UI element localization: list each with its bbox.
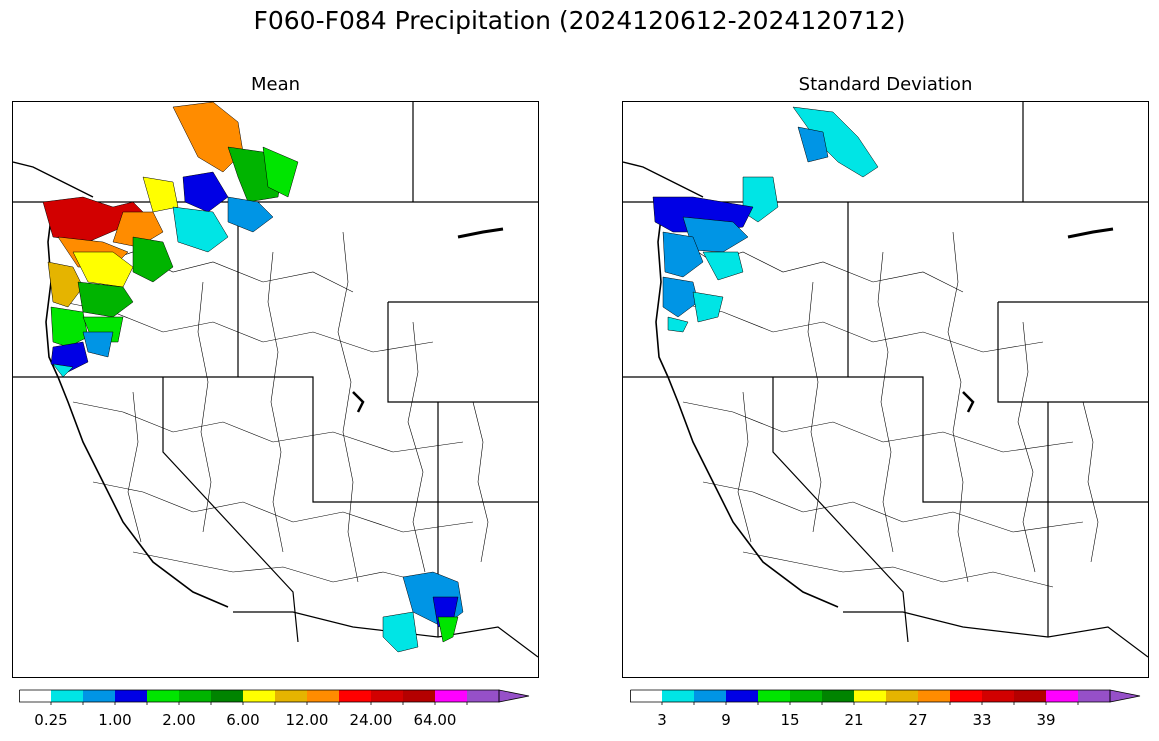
colorbar-swatch — [83, 690, 115, 702]
colorbar-swatch — [886, 690, 918, 702]
basemap-mean — [13, 102, 538, 658]
colorbar-swatch — [371, 690, 403, 702]
colorbar-swatch — [339, 690, 371, 702]
colorbar-tick-label: 39 — [1036, 711, 1056, 729]
figure-title: F060-F084 Precipitation (2024120612-2024… — [253, 6, 906, 35]
basemap-std — [623, 102, 1148, 658]
colorbar-swatch — [1014, 690, 1046, 702]
colorbar-swatch — [147, 690, 179, 702]
colorbar-swatch — [115, 690, 147, 702]
colorbar-swatch — [662, 690, 694, 702]
colorbar-mean — [19, 689, 531, 705]
colorbar-swatch — [694, 690, 726, 702]
colorbar-extend-triangle — [498, 689, 530, 703]
colorbar-swatch — [630, 690, 662, 702]
colorbar-swatch — [467, 690, 499, 702]
colorbar-tick-label: 64.00 — [413, 711, 457, 729]
colorbar-tick-label: 21 — [844, 711, 864, 729]
colorbar-swatch — [982, 690, 1014, 702]
mean-map-panel — [12, 101, 539, 678]
mean-map — [13, 102, 538, 658]
colorbar-outline — [630, 689, 1111, 703]
colorbar-swatch — [854, 690, 886, 702]
colorbar-swatch — [307, 690, 339, 702]
colorbar-swatch — [1078, 690, 1110, 702]
colorbar-swatch — [918, 690, 950, 702]
colorbar-tick-label: 0.25 — [34, 711, 68, 729]
std-panel-title: Standard Deviation — [798, 74, 973, 95]
colorbar-std-swatches — [630, 689, 1141, 705]
colorbar-swatch — [758, 690, 790, 702]
mean-panel-title: Mean — [250, 74, 301, 95]
colorbar-tick-label: 3 — [657, 711, 667, 729]
colorbar-swatch — [19, 690, 51, 702]
std-fill — [652, 106, 879, 333]
colorbar-swatch — [51, 690, 83, 702]
colorbar-swatch — [822, 690, 854, 702]
colorbar-tick-label: 1.00 — [98, 711, 132, 729]
colorbar-swatch — [403, 690, 435, 702]
colorbar-swatch — [275, 690, 307, 702]
colorbar-tick-label: 24.00 — [349, 711, 393, 729]
colorbar-swatch — [1046, 690, 1078, 702]
colorbar-tick-label: 2.00 — [162, 711, 196, 729]
precip-fill-mean — [42, 102, 464, 653]
colorbar-extend-triangle — [1109, 689, 1141, 703]
colorbar-swatch — [243, 690, 275, 702]
colorbar-tick-label: 27 — [908, 711, 928, 729]
std-map — [623, 102, 1148, 658]
std-map-panel — [622, 101, 1149, 678]
colorbar-tick-label: 33 — [972, 711, 992, 729]
colorbar-swatch — [179, 690, 211, 702]
colorbar-tick-label: 9 — [721, 711, 731, 729]
colorbar-tick-label: 15 — [780, 711, 800, 729]
colorbar-swatch — [435, 690, 467, 702]
colorbar-outline — [19, 689, 500, 703]
colorbar-tick-label: 6.00 — [226, 711, 260, 729]
colorbar-tick-label: 12.00 — [285, 711, 329, 729]
colorbar-swatch — [950, 690, 982, 702]
colorbar-swatch — [726, 690, 758, 702]
colorbar-swatch — [211, 690, 243, 702]
colorbar-mean-swatches — [19, 689, 530, 705]
colorbar-swatch — [790, 690, 822, 702]
colorbar-std — [630, 689, 1142, 705]
